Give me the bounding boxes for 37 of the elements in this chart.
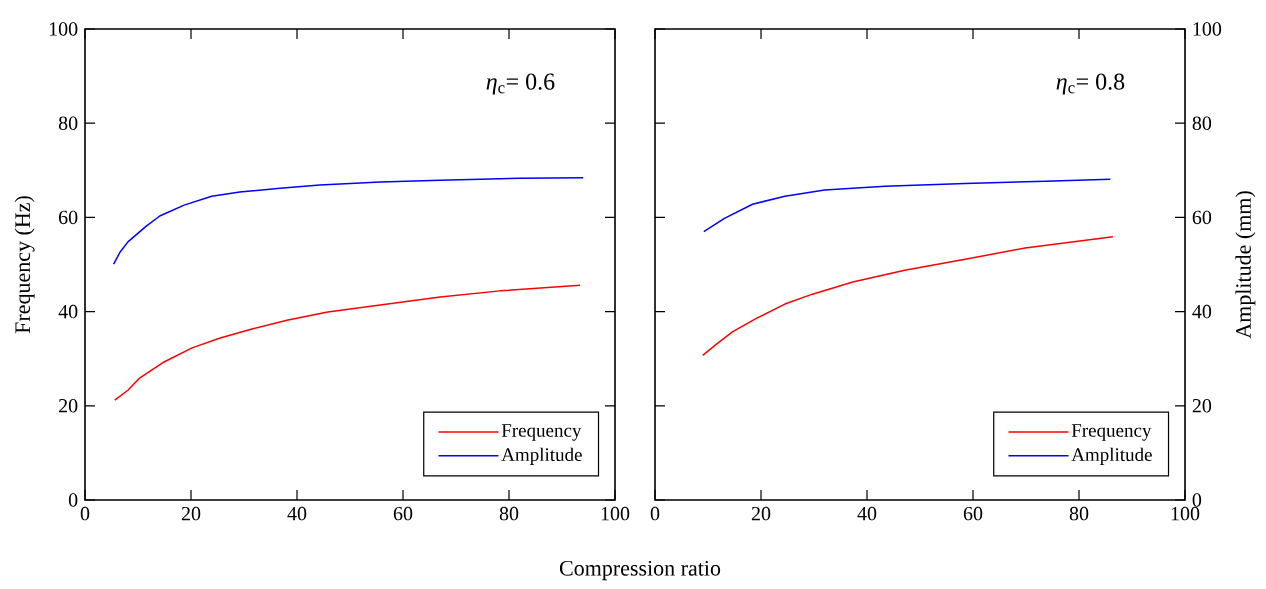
x-tick-label: 20 <box>181 506 201 521</box>
x-tick-label: 80 <box>499 506 519 521</box>
x-tick-label: 60 <box>393 506 413 521</box>
y-tick-label: 40 <box>58 304 78 319</box>
legend-label: Frequency <box>1071 424 1152 441</box>
y2-tick-label: 80 <box>1192 116 1212 130</box>
y2-tick-label: 0 <box>1192 493 1202 507</box>
y2-axis-title: Amplitude (mm) <box>1235 191 1256 339</box>
line-series <box>112 177 584 265</box>
x-tick-label: 100 <box>1171 506 1200 521</box>
x-tick-label: 40 <box>287 506 307 521</box>
x-tick-label: 80 <box>1069 506 1089 521</box>
annotation: η$_{c}$= 0.8 <box>1056 73 1125 95</box>
y2-tick-label: 60 <box>1192 210 1212 225</box>
line-series <box>701 235 1114 357</box>
x-tick-label: 0 <box>650 506 660 521</box>
legend-label: Frequency <box>501 424 582 441</box>
x-axis-title: Compression ratio <box>559 560 721 581</box>
y-tick-label: 0 <box>68 493 78 507</box>
x-tick-label: 40 <box>857 506 877 521</box>
legend-label: Amplitude <box>501 447 582 465</box>
legend-label: Amplitude <box>1071 447 1152 465</box>
x-tick-label: 0 <box>80 506 90 521</box>
line-series <box>113 284 581 401</box>
x-tick-label: 60 <box>963 506 983 521</box>
y2-tick-label: 40 <box>1192 304 1212 319</box>
y-axis-title: Frequency (Hz) <box>14 196 35 334</box>
y-tick-label: 20 <box>59 399 78 413</box>
annotation: η$_{c}$= 0.6 <box>486 73 555 95</box>
x-tick-label: 100 <box>601 506 630 521</box>
y-tick-label: 60 <box>59 210 78 225</box>
y-tick-label: 80 <box>58 116 78 130</box>
y2-tick-label: 100 <box>1193 22 1222 36</box>
line-series <box>703 178 1112 233</box>
x-tick-label: 20 <box>751 506 771 521</box>
y2-tick-label: 20 <box>1192 399 1212 413</box>
y-tick-label: 100 <box>49 22 78 36</box>
